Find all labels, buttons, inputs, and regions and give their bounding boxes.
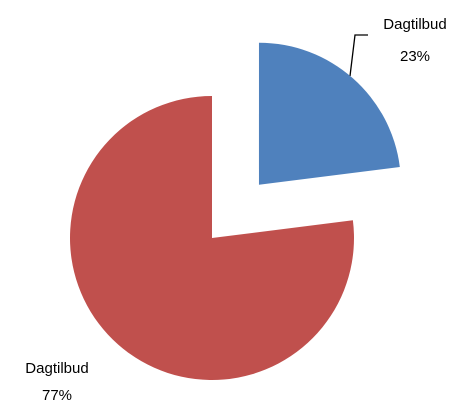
pie-slice <box>258 42 400 185</box>
slice-category-label: Dagtilbud <box>383 16 446 33</box>
slice-value-label: 23% <box>400 48 430 65</box>
slice-value-label: 77% <box>42 387 72 404</box>
leader-line <box>349 34 368 77</box>
slice-category-label: Dagtilbud <box>25 360 88 377</box>
pie-slice <box>69 96 354 380</box>
